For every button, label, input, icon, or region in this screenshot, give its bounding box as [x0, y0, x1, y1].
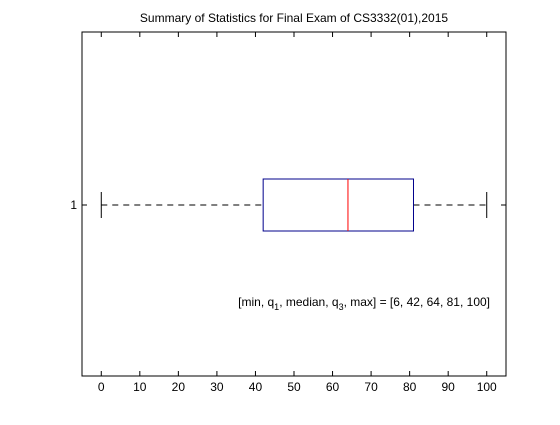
- annotation-suffix: , max] = [6, 42, 64, 81, 100]: [344, 295, 490, 309]
- box-layer: [100, 178, 488, 232]
- annotation-prefix: [min, q: [238, 295, 274, 309]
- x-tick-label: 0: [98, 380, 105, 394]
- x-tick-label: 10: [133, 380, 147, 394]
- y-tick-layer: 1: [70, 198, 506, 212]
- x-tick-label: 60: [326, 380, 340, 394]
- x-tick-label: 50: [287, 380, 301, 394]
- x-tick-label: 100: [477, 380, 497, 394]
- x-tick-label: 40: [249, 380, 263, 394]
- x-tick-label: 30: [210, 380, 224, 394]
- y-tick-label: 1: [70, 198, 77, 212]
- interquartile-box: [262, 178, 414, 232]
- annotation-sub-1: 1: [274, 302, 279, 312]
- summary-annotation: [min, q1, median, q3, max] = [6, 42, 64,…: [238, 295, 490, 312]
- chart-title: Summary of Statistics for Final Exam of …: [140, 11, 448, 25]
- annotation-middle: , median, q: [279, 295, 338, 309]
- x-tick-label: 80: [403, 380, 417, 394]
- x-tick-layer: 0 10 20 30 40 50 60 70 80 90 100: [98, 32, 497, 394]
- x-tick-label: 70: [364, 380, 378, 394]
- x-tick-label: 90: [442, 380, 456, 394]
- axes-frame: [81, 31, 507, 377]
- x-tick-label: 20: [172, 380, 186, 394]
- annotation-sub-3: 3: [339, 302, 344, 312]
